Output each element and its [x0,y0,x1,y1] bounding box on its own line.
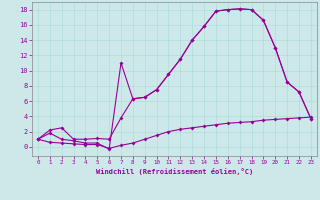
X-axis label: Windchill (Refroidissement éolien,°C): Windchill (Refroidissement éolien,°C) [96,168,253,175]
